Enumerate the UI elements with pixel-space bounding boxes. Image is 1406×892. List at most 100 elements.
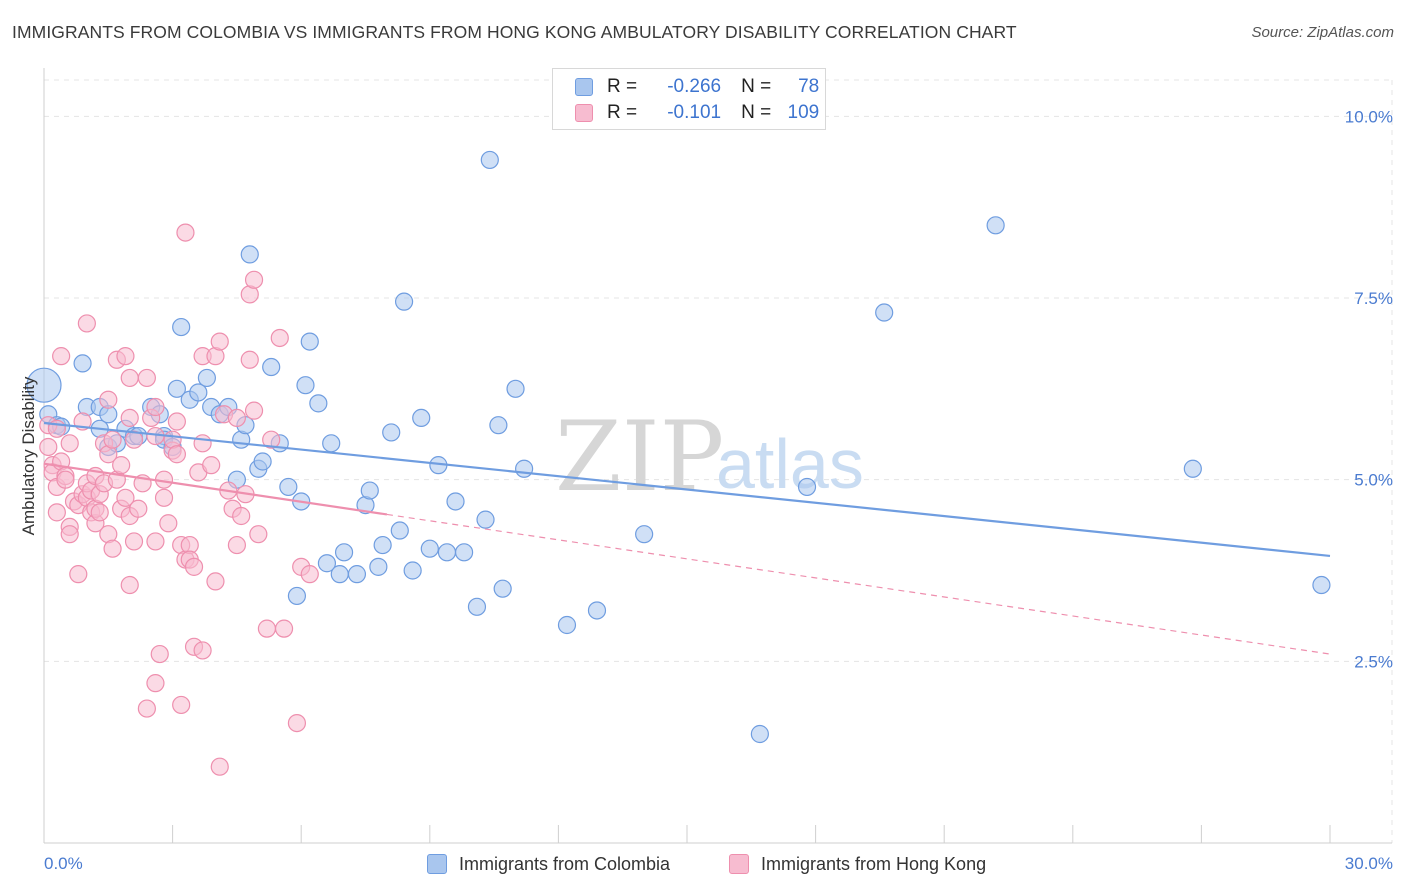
legend-swatch-hongkong (575, 104, 593, 122)
point-hongkong-87 (232, 506, 251, 526)
point-hongkong-57 (150, 644, 169, 664)
point-colombia-54 (412, 408, 431, 427)
point-hongkong-56 (146, 674, 165, 693)
point-colombia-4 (73, 354, 92, 373)
point-colombia-53 (403, 561, 422, 580)
point-colombia-22 (189, 383, 208, 402)
point-hongkong-64 (167, 445, 186, 464)
point-hongkong-43 (120, 408, 139, 427)
series-swatch-hongkong (729, 854, 749, 874)
point-hongkong-63 (167, 412, 186, 431)
point-hongkong-80 (210, 757, 229, 776)
point-hongkong-85 (227, 535, 246, 555)
point-hongkong-1 (39, 437, 58, 457)
point-colombia-48 (369, 557, 388, 576)
point-colombia-57 (437, 543, 457, 562)
point-colombia-68 (587, 601, 607, 620)
y-tick-label-1: 5.0% (1354, 471, 1393, 490)
point-colombia-39 (300, 332, 319, 351)
point-hongkong-28 (90, 503, 109, 522)
point-colombia-20 (172, 317, 191, 337)
point-hongkong-46 (124, 532, 144, 551)
series-label-hongkong: Immigrants from Hong Kong (761, 853, 987, 874)
series-legend-hongkong[interactable]: Immigrants from Hong Kong (729, 852, 986, 876)
point-colombia-58 (446, 492, 465, 511)
tick-labels: 2.5% 5.0% 7.5% 10.0% 0.0% 30.0% (44, 107, 1393, 873)
point-hongkong-93 (249, 525, 268, 544)
legend-n-value-colombia: 78 (798, 76, 820, 97)
point-hongkong-41 (116, 347, 135, 366)
point-colombia-50 (382, 423, 401, 442)
chart-title: IMMIGRANTS FROM COLOMBIA VS IMMIGRANTS F… (12, 22, 1017, 42)
point-colombia-72 (875, 303, 894, 322)
legend-swatch-colombia (575, 78, 593, 96)
series-legend-colombia[interactable]: Immigrants from Colombia (427, 852, 670, 876)
point-hongkong-66 (172, 695, 191, 715)
point-hongkong-68 (176, 223, 195, 242)
point-colombia-63 (489, 416, 508, 435)
trendline-hongkong-solid (43, 462, 388, 516)
legend-row-hongkong: R = -0.101 N = 109 (575, 101, 819, 125)
point-hongkong-96 (270, 328, 289, 348)
point-hongkong-92 (244, 401, 264, 420)
point-colombia-35 (279, 477, 298, 497)
point-colombia-47 (360, 481, 379, 500)
point-hongkong-34 (103, 539, 122, 558)
point-hongkong-42 (120, 368, 139, 388)
trend-lines (43, 421, 1331, 655)
series-label-colombia: Immigrants from Colombia (459, 853, 671, 874)
point-hongkong-20 (77, 314, 96, 333)
point-colombia-33 (262, 357, 281, 377)
x-tick-label-0: 0.0% (44, 854, 83, 873)
point-colombia-66 (515, 459, 534, 478)
point-hongkong-98 (287, 713, 307, 733)
point-hongkong-79 (206, 572, 225, 591)
point-hongkong-45 (120, 575, 139, 595)
legend-n-value-hongkong: 109 (787, 102, 820, 123)
point-colombia-40 (309, 394, 328, 413)
point-hongkong-15 (69, 565, 88, 584)
point-hongkong-50 (137, 368, 156, 388)
legend-r-label: R = (607, 102, 638, 123)
watermark-zip: ZIP (555, 401, 724, 513)
legend-n-label: N = (741, 76, 772, 97)
point-hongkong-75 (193, 641, 212, 660)
point-hongkong-58 (154, 488, 174, 507)
y-axis-label: Ambulatory Disability (19, 376, 38, 535)
point-colombia-0 (26, 367, 62, 403)
point-hongkong-91 (244, 270, 264, 289)
point-colombia-62 (480, 150, 499, 170)
point-colombia-64 (493, 579, 512, 598)
y-tick-label-3: 10.0% (1345, 107, 1393, 126)
point-hongkong-97 (274, 619, 294, 638)
axes (43, 68, 1392, 844)
point-hongkong-76 (193, 434, 212, 453)
point-colombia-75 (1312, 575, 1331, 595)
point-hongkong-94 (257, 619, 277, 638)
point-colombia-49 (373, 535, 392, 555)
point-hongkong-5 (47, 503, 66, 522)
point-hongkong-86 (227, 408, 246, 427)
point-colombia-71 (797, 477, 817, 497)
point-hongkong-10 (56, 470, 75, 489)
point-hongkong-89 (240, 350, 259, 369)
point-hongkong-95 (262, 430, 281, 449)
point-colombia-42 (322, 434, 341, 453)
point-colombia-55 (420, 539, 439, 558)
point-colombia-43 (330, 565, 349, 584)
point-hongkong-77 (202, 456, 221, 475)
legend-r-label: R = (607, 76, 638, 97)
point-colombia-65 (506, 379, 525, 398)
point-colombia-41 (317, 554, 337, 573)
x-tick-label-1: 30.0% (1345, 854, 1393, 873)
point-colombia-45 (347, 565, 367, 584)
point-hongkong-60 (159, 514, 178, 533)
trendline-hongkong-dashed (386, 513, 1331, 655)
point-hongkong-53 (146, 397, 165, 417)
point-hongkong-51 (137, 699, 156, 718)
point-hongkong-40 (116, 488, 135, 507)
watermark-atlas: atlas (716, 425, 864, 503)
point-colombia-51 (390, 521, 409, 540)
point-colombia-59 (454, 543, 474, 562)
